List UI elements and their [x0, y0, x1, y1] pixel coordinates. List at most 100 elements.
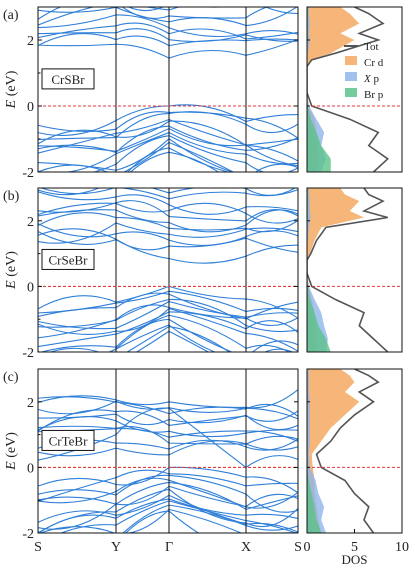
valence-band	[39, 318, 298, 352]
dos-x-tick-label: 5	[351, 540, 358, 555]
dos-panel: Tot Cr d X p Br p	[306, 6, 403, 173]
legend-label-br-p: Br p	[364, 89, 384, 101]
conduction-band	[38, 400, 298, 420]
valence-band	[38, 298, 298, 333]
conduction-band	[38, 7, 269, 26]
conduction-band	[127, 7, 298, 15]
valence-band	[38, 494, 298, 533]
valence-band	[38, 477, 298, 509]
y-axis-label: E (eV)	[4, 251, 19, 290]
legend-label-orbital: p	[371, 73, 380, 85]
dos-x-axis: 0 5 10 DOS	[304, 529, 409, 567]
dos-x-axis-label: DOS	[341, 552, 367, 567]
conduction-band	[38, 28, 298, 43]
valence-band	[38, 469, 298, 503]
dos-axes-frame	[306, 187, 403, 353]
conduction-band	[38, 396, 298, 417]
dos-curves	[307, 369, 380, 533]
valence-band	[38, 304, 298, 339]
y-tick-label: 2	[27, 215, 34, 230]
valence-band	[38, 111, 298, 141]
conduction-band	[38, 413, 298, 431]
conduction-band	[38, 228, 298, 264]
y-axis-unit: (eV)	[4, 432, 19, 461]
panel-crsebr: -2 0 2 E (eV) (b) CrSeBr	[3, 187, 403, 361]
conduction-band	[38, 0, 298, 2]
valence-band	[129, 151, 220, 172]
legend-swatch-x-p	[345, 72, 357, 81]
valence-band	[125, 510, 200, 533]
conduction-band	[38, 14, 298, 38]
conduction-band	[38, 200, 298, 222]
valence-band	[48, 325, 294, 352]
material-label-box	[41, 68, 95, 90]
valence-band	[38, 125, 298, 154]
material-label: CrSBr	[51, 72, 85, 87]
conduction-band	[38, 389, 298, 409]
valence-band	[38, 118, 298, 154]
conduction-band	[202, 7, 226, 8]
y-tick-label: 2	[27, 396, 34, 411]
y-tick-label: -2	[22, 346, 34, 361]
panel-crsbr: -2 0 2 E (eV) (a) CrSBr Tot Cr d X p Br p	[3, 0, 403, 181]
y-axis-unit: (eV)	[4, 70, 19, 99]
valence-band	[38, 474, 298, 513]
y-axis-symbol: E	[4, 280, 19, 290]
y-axis-label: E (eV)	[4, 432, 19, 471]
material-label: CrTeBr	[49, 433, 88, 448]
valence-band	[38, 292, 298, 320]
legend-swatch-cr-d	[345, 56, 357, 65]
conduction-band	[38, 425, 298, 445]
panel-label: (c)	[3, 370, 19, 385]
panel-label: (b)	[3, 189, 20, 204]
y-tick-label: 0	[27, 280, 34, 295]
conduction-band	[38, 231, 298, 253]
k-point-label: S	[294, 540, 302, 555]
valence-band	[38, 132, 298, 172]
y-tick-label: 2	[27, 34, 34, 49]
y-tick-label: 0	[27, 100, 34, 115]
valence-band	[38, 504, 298, 533]
material-label-box	[41, 429, 95, 451]
dos-curves	[307, 188, 389, 352]
dos-area-cr-d	[307, 369, 360, 533]
dos-area-x-p	[307, 369, 326, 533]
k-point-label: S	[34, 540, 42, 555]
material-label: CrSeBr	[49, 252, 89, 267]
dos-area-br-p	[307, 369, 322, 533]
y-axis-label: E (eV)	[4, 70, 19, 109]
valence-band	[38, 324, 217, 352]
valence-band	[38, 128, 298, 167]
conduction-band	[38, 409, 298, 432]
conduction-band	[38, 202, 298, 224]
conduction-band	[38, 191, 298, 215]
valence-band	[38, 508, 298, 533]
valence-band	[38, 104, 298, 137]
y-tick-label: 0	[27, 461, 34, 476]
k-point-label: X	[241, 540, 251, 555]
legend-label-tot: Tot	[364, 41, 379, 53]
k-point-label: Γ	[165, 540, 173, 555]
valence-band	[91, 135, 298, 172]
k-point-label: Y	[111, 540, 121, 555]
band-axes-frame	[37, 368, 299, 534]
dos-line-total	[315, 369, 380, 533]
valence-band	[126, 147, 230, 172]
legend-swatch-br-p	[345, 88, 357, 97]
y-tick-label: -2	[22, 527, 34, 542]
valence-band	[38, 485, 298, 530]
band-lines	[38, 0, 298, 172]
band-axes-frame	[37, 187, 299, 353]
conduction-band	[38, 38, 298, 59]
conduction-band	[38, 33, 298, 47]
conduction-band	[38, 440, 298, 457]
valence-band	[38, 141, 298, 172]
dos-x-tick-label: 0	[304, 540, 311, 555]
valence-band	[107, 314, 291, 352]
valence-band	[38, 481, 298, 510]
y-tick-label: -2	[22, 166, 34, 181]
legend-label-cr-d: Cr d	[364, 57, 384, 69]
dos-curves	[307, 7, 390, 172]
valence-band	[38, 498, 298, 533]
